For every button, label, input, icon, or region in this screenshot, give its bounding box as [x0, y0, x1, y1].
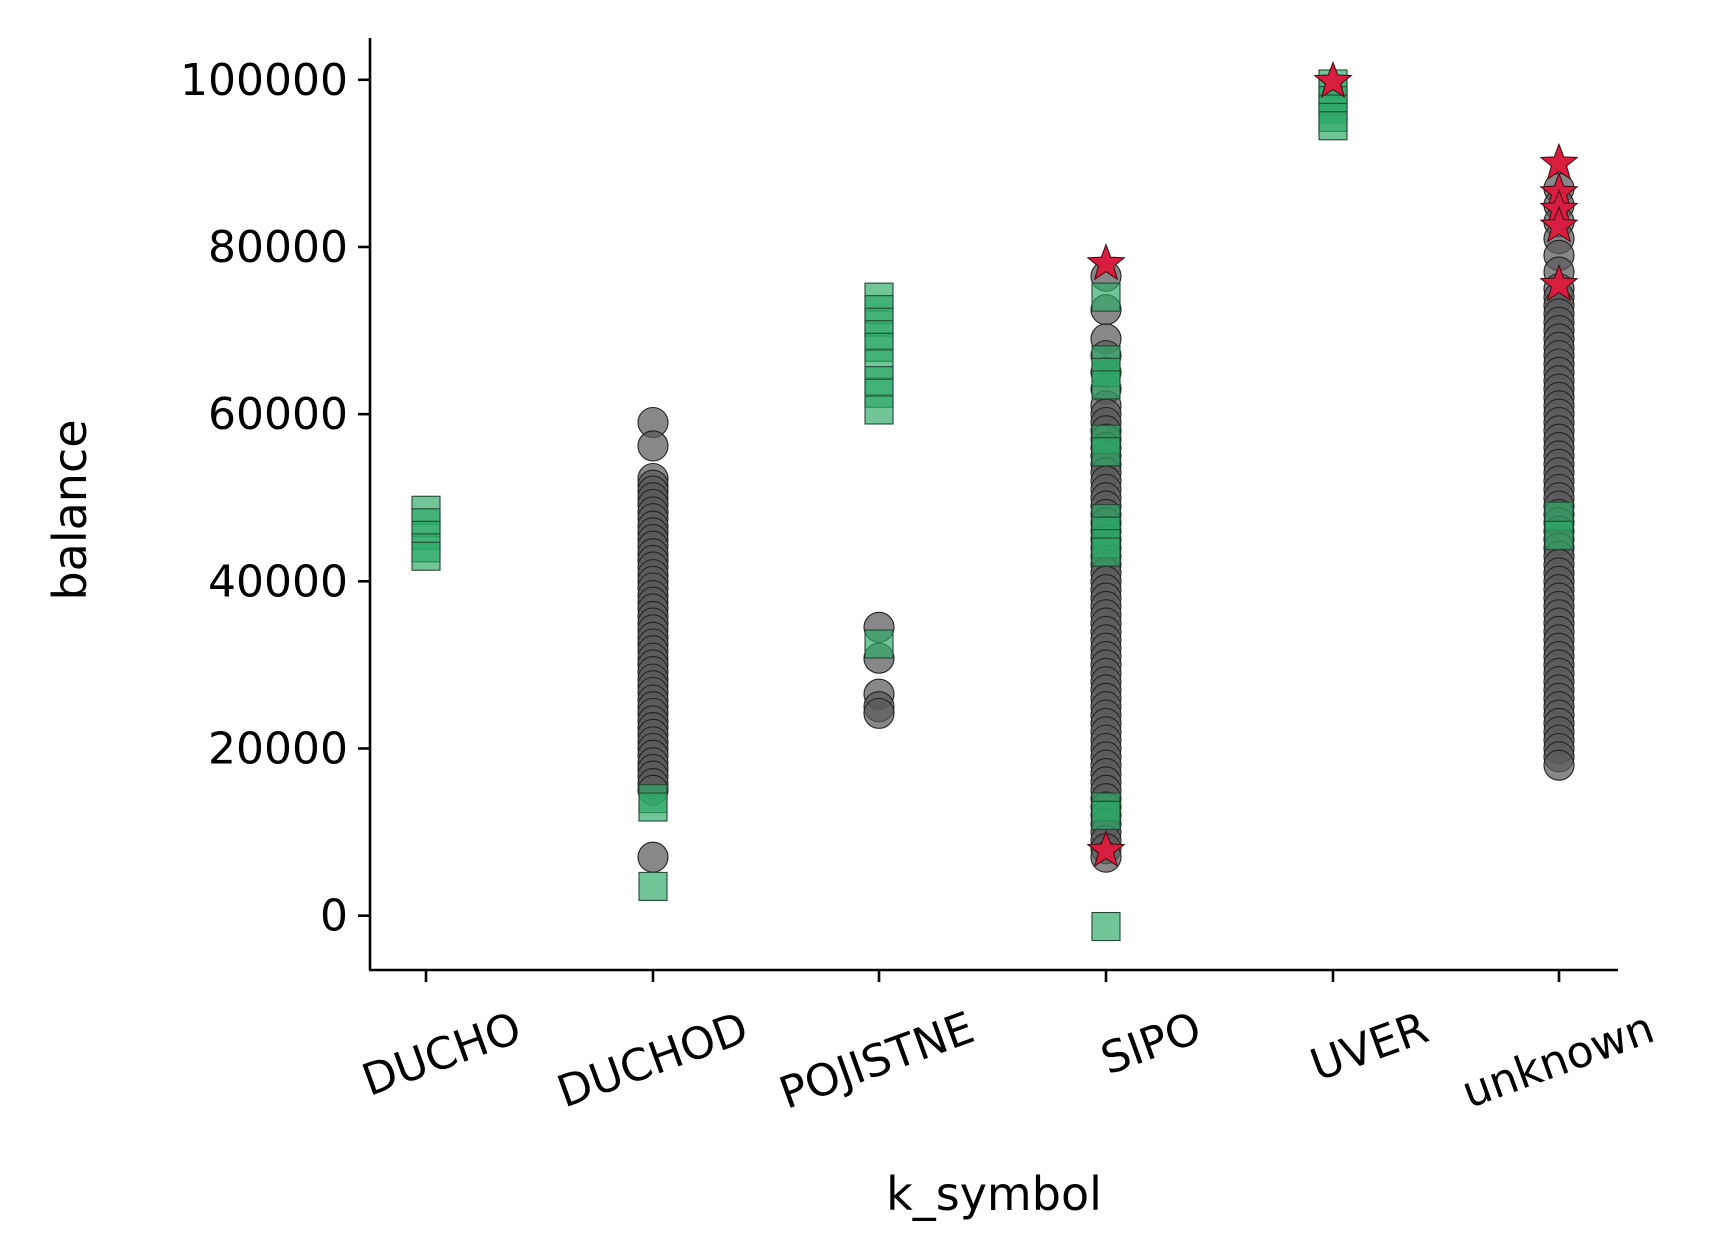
square-point: [1091, 437, 1121, 467]
x-tick-label: POJISTNE: [773, 1002, 981, 1119]
square-point: [638, 792, 668, 822]
x-tick-label: SIPO: [1094, 1002, 1207, 1085]
x-tick-label: UVER: [1304, 1002, 1435, 1091]
circle-point: [637, 841, 669, 873]
circle-point: [637, 430, 669, 462]
x-tick-label: DUCHO: [356, 1002, 528, 1106]
star-point: [1539, 142, 1579, 181]
y-tick-label: 0: [320, 891, 348, 942]
square-point: [1091, 537, 1121, 567]
circle-point: [1543, 749, 1575, 781]
y-tick-label: 100000: [180, 55, 348, 106]
star-point: [1313, 60, 1353, 99]
square-point: [1091, 370, 1121, 400]
x-tick-label: DUCHOD: [551, 1002, 755, 1118]
y-tick-label: 60000: [208, 389, 348, 440]
y-tick-label: 40000: [208, 556, 348, 607]
square-point: [638, 871, 668, 901]
axes: [368, 38, 1618, 972]
x-ticks: DUCHO DUCHOD POJISTNE SIPO UVER unknown: [356, 970, 1661, 1120]
square-point: [864, 629, 894, 659]
circle-point: [863, 697, 895, 729]
square-point: [864, 395, 894, 425]
star-point: [1086, 829, 1126, 868]
square-point: [1091, 282, 1121, 312]
plot-area: [411, 60, 1579, 942]
x-tick-label: unknown: [1455, 1002, 1660, 1118]
y-axis-label: balance: [43, 419, 97, 600]
x-axis-label: k_symbol: [886, 1167, 1102, 1221]
square-point: [411, 541, 441, 571]
star-point: [1539, 264, 1579, 302]
y-tick-label: 20000: [208, 723, 348, 774]
square-point: [1091, 800, 1121, 830]
square-point: [1544, 520, 1574, 550]
square-point: [1318, 111, 1348, 141]
y-tick-label: 80000: [208, 222, 348, 273]
y-ticks: 0 20000 40000 60000 80000 100000: [180, 55, 370, 942]
star-point: [1086, 243, 1126, 281]
square-point: [1091, 911, 1121, 942]
star-point: [1539, 205, 1579, 243]
